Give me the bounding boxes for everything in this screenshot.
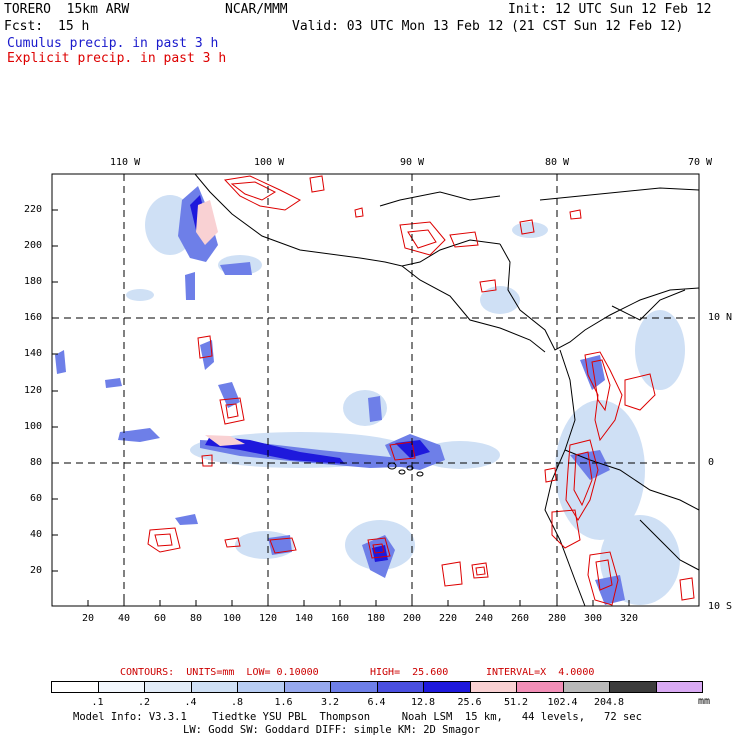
colorbar-label: 51.2 xyxy=(503,697,529,708)
x-tick: 120 xyxy=(259,613,278,624)
x-tick: 140 xyxy=(295,613,314,624)
x-tick: 260 xyxy=(511,613,530,624)
map-content xyxy=(55,174,699,606)
colorbar-label: 25.6 xyxy=(457,697,482,708)
x-tick: 160 xyxy=(331,613,350,624)
colorbar-cell xyxy=(655,681,703,693)
x-tick: 240 xyxy=(475,613,494,624)
colorbar-cell xyxy=(190,681,238,693)
forecast-label: Fcst: xyxy=(4,19,44,34)
colorbar-cell xyxy=(562,681,610,693)
center-name: NCAR/MMM xyxy=(225,2,288,17)
forecast-hour: 15 h xyxy=(58,19,90,34)
y-tick: 220 xyxy=(24,204,43,215)
colorbar-label: .8 xyxy=(230,697,244,708)
colorbar-label: 12.8 xyxy=(410,697,436,708)
colorbar-unit: mm xyxy=(698,696,711,707)
model-info-line2: LW: Godd SW: Goddard DIFF: simple KM: 2D… xyxy=(183,724,481,736)
x-tick: 300 xyxy=(584,613,603,624)
colorbar-label: 6.4 xyxy=(367,697,386,708)
x-tick: 100 xyxy=(223,613,242,624)
x-tick: 180 xyxy=(367,613,386,624)
colorbar-label: 102.4 xyxy=(547,697,578,708)
lon-label-110w: 110 W xyxy=(110,157,141,168)
valid-time: Valid: 03 UTC Mon 13 Feb 12 (21 CST Sun … xyxy=(292,19,684,34)
x-tick: 80 xyxy=(190,613,203,624)
x-tick: 320 xyxy=(620,613,639,624)
lon-label-70w: 70 W xyxy=(688,157,713,168)
colorbar-cell xyxy=(469,681,517,693)
contours-interval: INTERVAL=X 4.0000 xyxy=(486,667,595,678)
model-info-line1: Model Info: V3.3.1 Tiedtke YSU PBL Thomp… xyxy=(73,711,642,723)
colorbar-label: .1 xyxy=(91,697,104,708)
colorbar-cell xyxy=(283,681,331,693)
x-tick: 20 xyxy=(82,613,95,624)
lon-label-90w: 90 W xyxy=(400,157,425,168)
model-name: TORERO 15km ARW xyxy=(4,2,130,17)
lat-label-10s: 10 S xyxy=(708,601,733,612)
y-tick: 60 xyxy=(30,493,43,504)
y-tick: 20 xyxy=(30,565,43,576)
lon-label-100w: 100 W xyxy=(254,157,285,168)
colorbar-label: 3.2 xyxy=(320,697,340,708)
lat-label-10n: 10 N xyxy=(708,312,733,323)
y-tick: 80 xyxy=(30,457,43,468)
axis-ticks xyxy=(52,209,630,606)
explicit-contours xyxy=(147,175,695,606)
colorbar-cell xyxy=(97,681,145,693)
precip-medium xyxy=(55,186,625,605)
legend-cumulus: Cumulus precip. in past 3 h xyxy=(7,36,219,51)
colorbar-label: 204.8 xyxy=(593,697,625,708)
legend-explicit: Explicit precip. in past 3 h xyxy=(7,51,227,66)
x-tick: 60 xyxy=(154,613,167,624)
colorbar-cell xyxy=(609,681,657,693)
contours-units: CONTOURS: UNITS=mm LOW= 0.10000 xyxy=(120,667,319,678)
init-time: Init: 12 UTC Sun 12 Feb 12 xyxy=(508,2,712,17)
x-tick: 220 xyxy=(439,613,458,624)
x-tick: 280 xyxy=(548,613,567,624)
precip-heavy xyxy=(190,195,430,562)
x-tick: 200 xyxy=(403,613,422,624)
y-tick: 140 xyxy=(24,348,43,359)
precip-pink xyxy=(196,200,245,446)
y-tick: 200 xyxy=(24,240,43,251)
colorbar-cell xyxy=(516,681,564,693)
colorbar-cell xyxy=(423,681,471,693)
y-tick: 120 xyxy=(24,385,43,396)
lat-lon-grid xyxy=(52,174,699,606)
colorbar-cell xyxy=(51,681,99,693)
y-tick: 100 xyxy=(24,421,43,432)
y-tick: 180 xyxy=(24,276,43,287)
colorbar-cell xyxy=(376,681,424,693)
lat-label-0: 0 xyxy=(708,457,715,468)
contours-high: HIGH= 25.600 xyxy=(370,667,449,678)
colorbar-label: .4 xyxy=(184,697,197,708)
y-tick: 40 xyxy=(30,529,43,540)
x-tick: 40 xyxy=(118,613,131,624)
colorbar-cell xyxy=(144,681,192,693)
lon-label-80w: 80 W xyxy=(545,157,570,168)
colorbar-label: .2 xyxy=(137,697,151,708)
colorbar-cell xyxy=(330,681,378,693)
y-tick: 160 xyxy=(24,312,43,323)
colorbar-label: 1.6 xyxy=(274,697,293,708)
colorbar-cell xyxy=(237,681,285,693)
coastlines xyxy=(194,174,699,606)
